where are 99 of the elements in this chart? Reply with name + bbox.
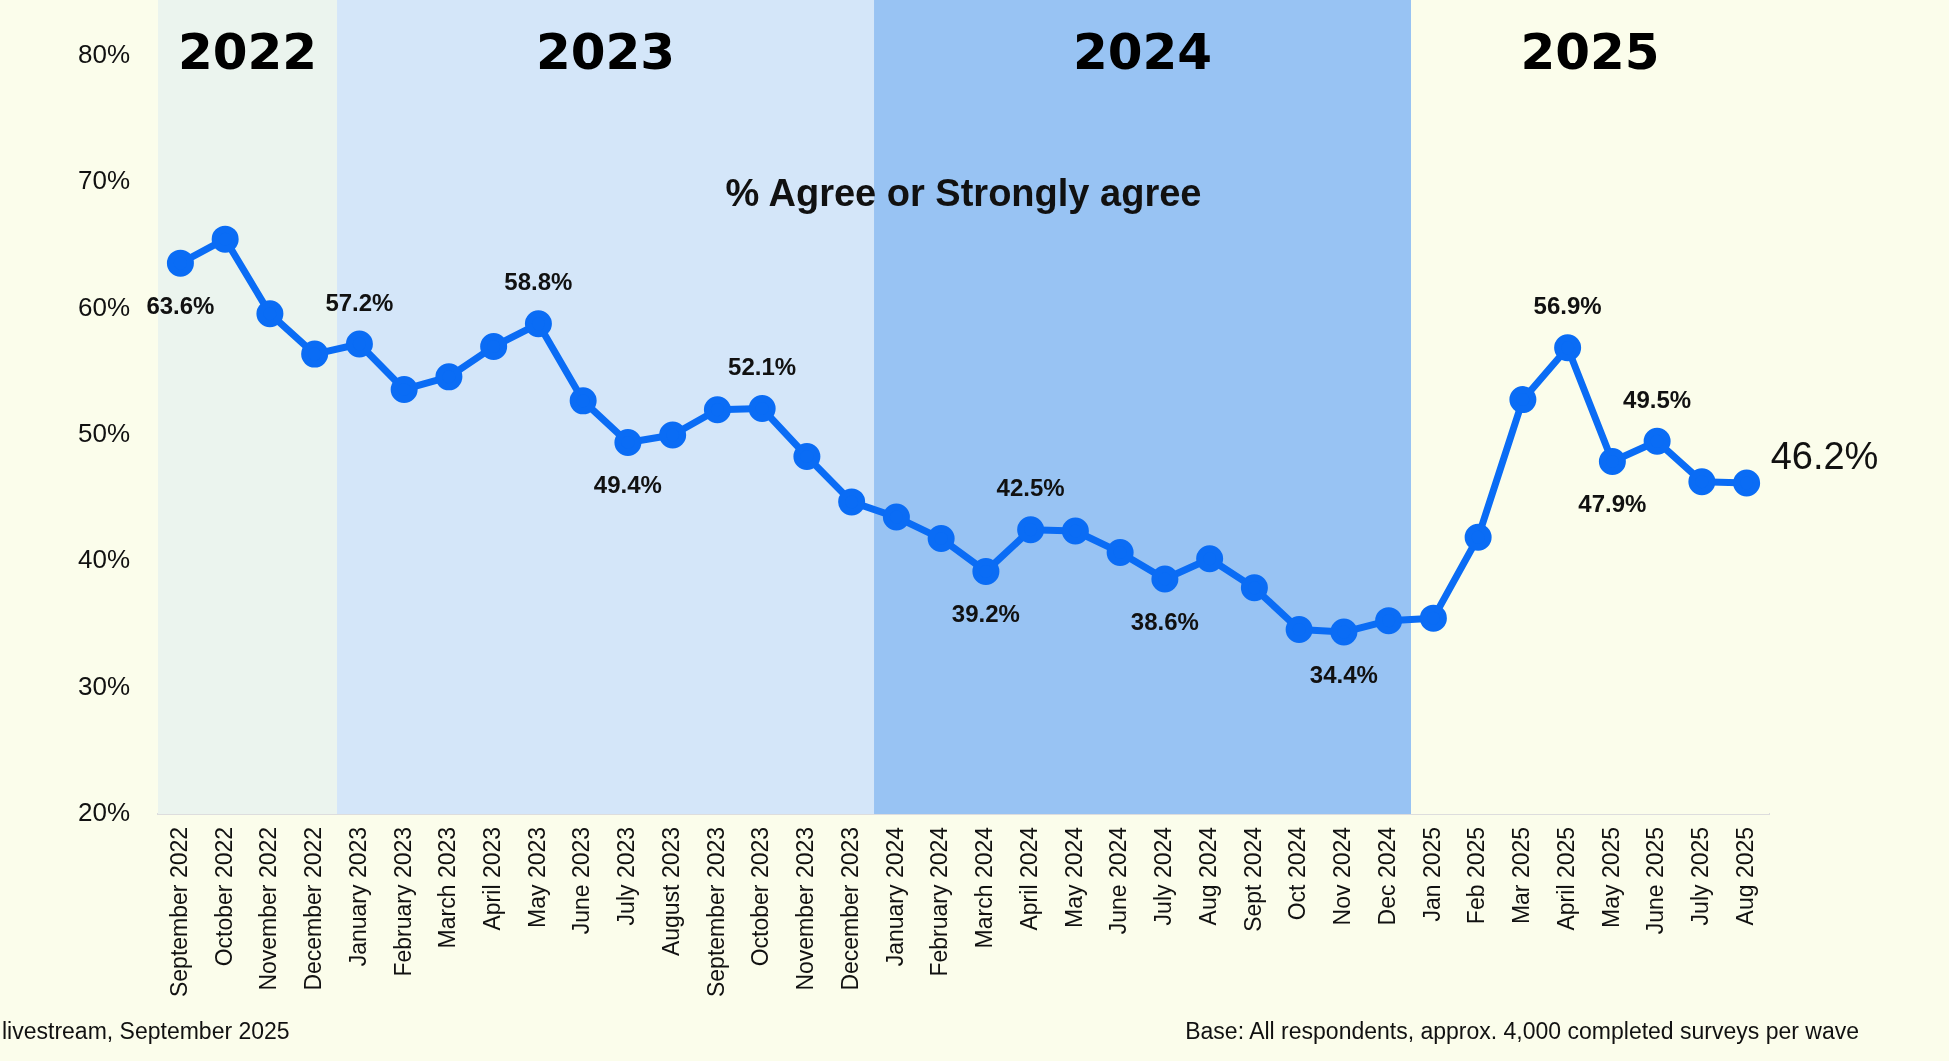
x-tick-label: December 2023 — [836, 826, 863, 991]
point — [793, 442, 821, 470]
point — [1464, 523, 1492, 551]
x-tick-label: Sept 2024 — [1239, 826, 1266, 932]
data-label: 34.4% — [1309, 660, 1378, 688]
x-tick-label: March 2024 — [971, 826, 998, 949]
point — [614, 429, 642, 457]
x-tick-label: December 2022 — [300, 826, 326, 991]
point — [390, 375, 418, 403]
x-tick-label: July 2025 — [1687, 826, 1714, 926]
point — [1688, 468, 1716, 496]
data-label: 42.5% — [996, 474, 1065, 502]
point — [1151, 565, 1179, 593]
y-tick-label: 50% — [77, 418, 131, 449]
data-label: 49.5% — [1623, 385, 1692, 413]
point — [256, 300, 284, 328]
point — [524, 310, 552, 338]
x-tick-label: February 2024 — [926, 826, 953, 977]
point — [1733, 469, 1761, 497]
x-tick-label: September 2022 — [165, 826, 192, 998]
x-tick-label: June 2025 — [1642, 826, 1669, 935]
x-tick-label: Oct 2024 — [1284, 826, 1311, 921]
data-label: 38.6% — [1130, 607, 1199, 635]
text: livestream, September 2025 — [2, 1018, 290, 1045]
x-tick-label: August 2023 — [657, 826, 684, 957]
point — [1330, 618, 1358, 646]
point — [1598, 448, 1626, 475]
y-tick-label: 40% — [77, 544, 131, 575]
x-tick-label: Aug 2025 — [1731, 826, 1758, 926]
point — [345, 330, 373, 358]
data-label: 46.2% — [1770, 435, 1879, 478]
text: Base: All respondents, approx. 4,000 completed surveys per wave — [1185, 1018, 1859, 1045]
x-tick-label: April 2023 — [479, 826, 505, 931]
x-tick-label: November 2022 — [255, 826, 282, 991]
point — [882, 503, 910, 531]
point — [927, 525, 955, 553]
point — [1419, 604, 1447, 632]
x-tick-label: June 2024 — [1105, 826, 1132, 935]
x-tick-label: July 2024 — [1150, 826, 1177, 926]
point — [1017, 516, 1045, 544]
point — [301, 340, 329, 368]
band-label: 2022 — [177, 22, 318, 81]
x-tick-label: Nov 2024 — [1329, 826, 1356, 926]
point — [1375, 607, 1403, 635]
point — [1240, 574, 1268, 602]
x-tick-label: May 2025 — [1597, 826, 1624, 928]
x-tick-label: May 2023 — [523, 826, 550, 928]
point — [1643, 427, 1671, 455]
data-label: 56.9% — [1533, 292, 1602, 320]
point — [1554, 334, 1582, 362]
data-label: 47.9% — [1578, 490, 1647, 518]
point — [569, 387, 597, 415]
x-tick-label: January 2023 — [344, 826, 371, 967]
point — [211, 225, 239, 253]
data-label: 39.2% — [951, 600, 1020, 628]
data-label: 58.8% — [504, 268, 573, 296]
y-tick-label: 70% — [77, 165, 131, 196]
x-tick-label: Mar 2025 — [1508, 826, 1535, 925]
point — [1061, 517, 1089, 545]
point — [435, 363, 463, 391]
y-tick-label: 60% — [77, 291, 131, 322]
x-tick-label: April 2025 — [1552, 826, 1579, 931]
band-label: 2023 — [535, 22, 676, 81]
x-tick-label: January 2024 — [881, 826, 908, 967]
data-label: 49.4% — [593, 471, 662, 499]
y-tick-label: 80% — [77, 39, 131, 70]
data-label: 52.1% — [728, 353, 797, 381]
x-tick-label: September 2023 — [702, 826, 729, 998]
point — [1509, 386, 1537, 414]
band-label: 2024 — [1072, 22, 1213, 81]
y-tick-label: 20% — [77, 797, 131, 828]
x-tick-label: Jan 2025 — [1418, 826, 1445, 922]
point — [1285, 616, 1313, 644]
x-tick-label: June 2023 — [568, 826, 595, 935]
x-tick-label: May 2024 — [1060, 826, 1087, 928]
point — [1196, 545, 1224, 573]
point — [1106, 538, 1134, 566]
point — [703, 396, 731, 424]
x-tick-label: October 2022 — [210, 826, 237, 967]
x-tick-label: Dec 2024 — [1373, 826, 1400, 926]
point — [972, 557, 1000, 585]
point — [838, 488, 866, 516]
x-tick-label: Aug 2024 — [1194, 826, 1221, 926]
x-tick-label: October 2023 — [747, 826, 774, 967]
point — [748, 394, 776, 422]
y-tick-label: 30% — [77, 670, 131, 701]
point — [659, 421, 687, 449]
band-label: 2025 — [1520, 22, 1660, 81]
x-tick-label: Feb 2025 — [1463, 826, 1490, 925]
point — [166, 249, 194, 277]
data-label: 57.2% — [325, 288, 394, 316]
data-label: 63.6% — [146, 291, 215, 319]
text: % Agree or Strongly agree — [725, 172, 1202, 215]
point — [480, 333, 508, 361]
x-tick-label: April 2024 — [1015, 826, 1042, 931]
x-tick-label: July 2023 — [613, 826, 640, 926]
x-tick-label: November 2023 — [792, 826, 819, 991]
x-tick-label: February 2023 — [389, 826, 416, 977]
x-tick-label: March 2023 — [434, 826, 461, 949]
